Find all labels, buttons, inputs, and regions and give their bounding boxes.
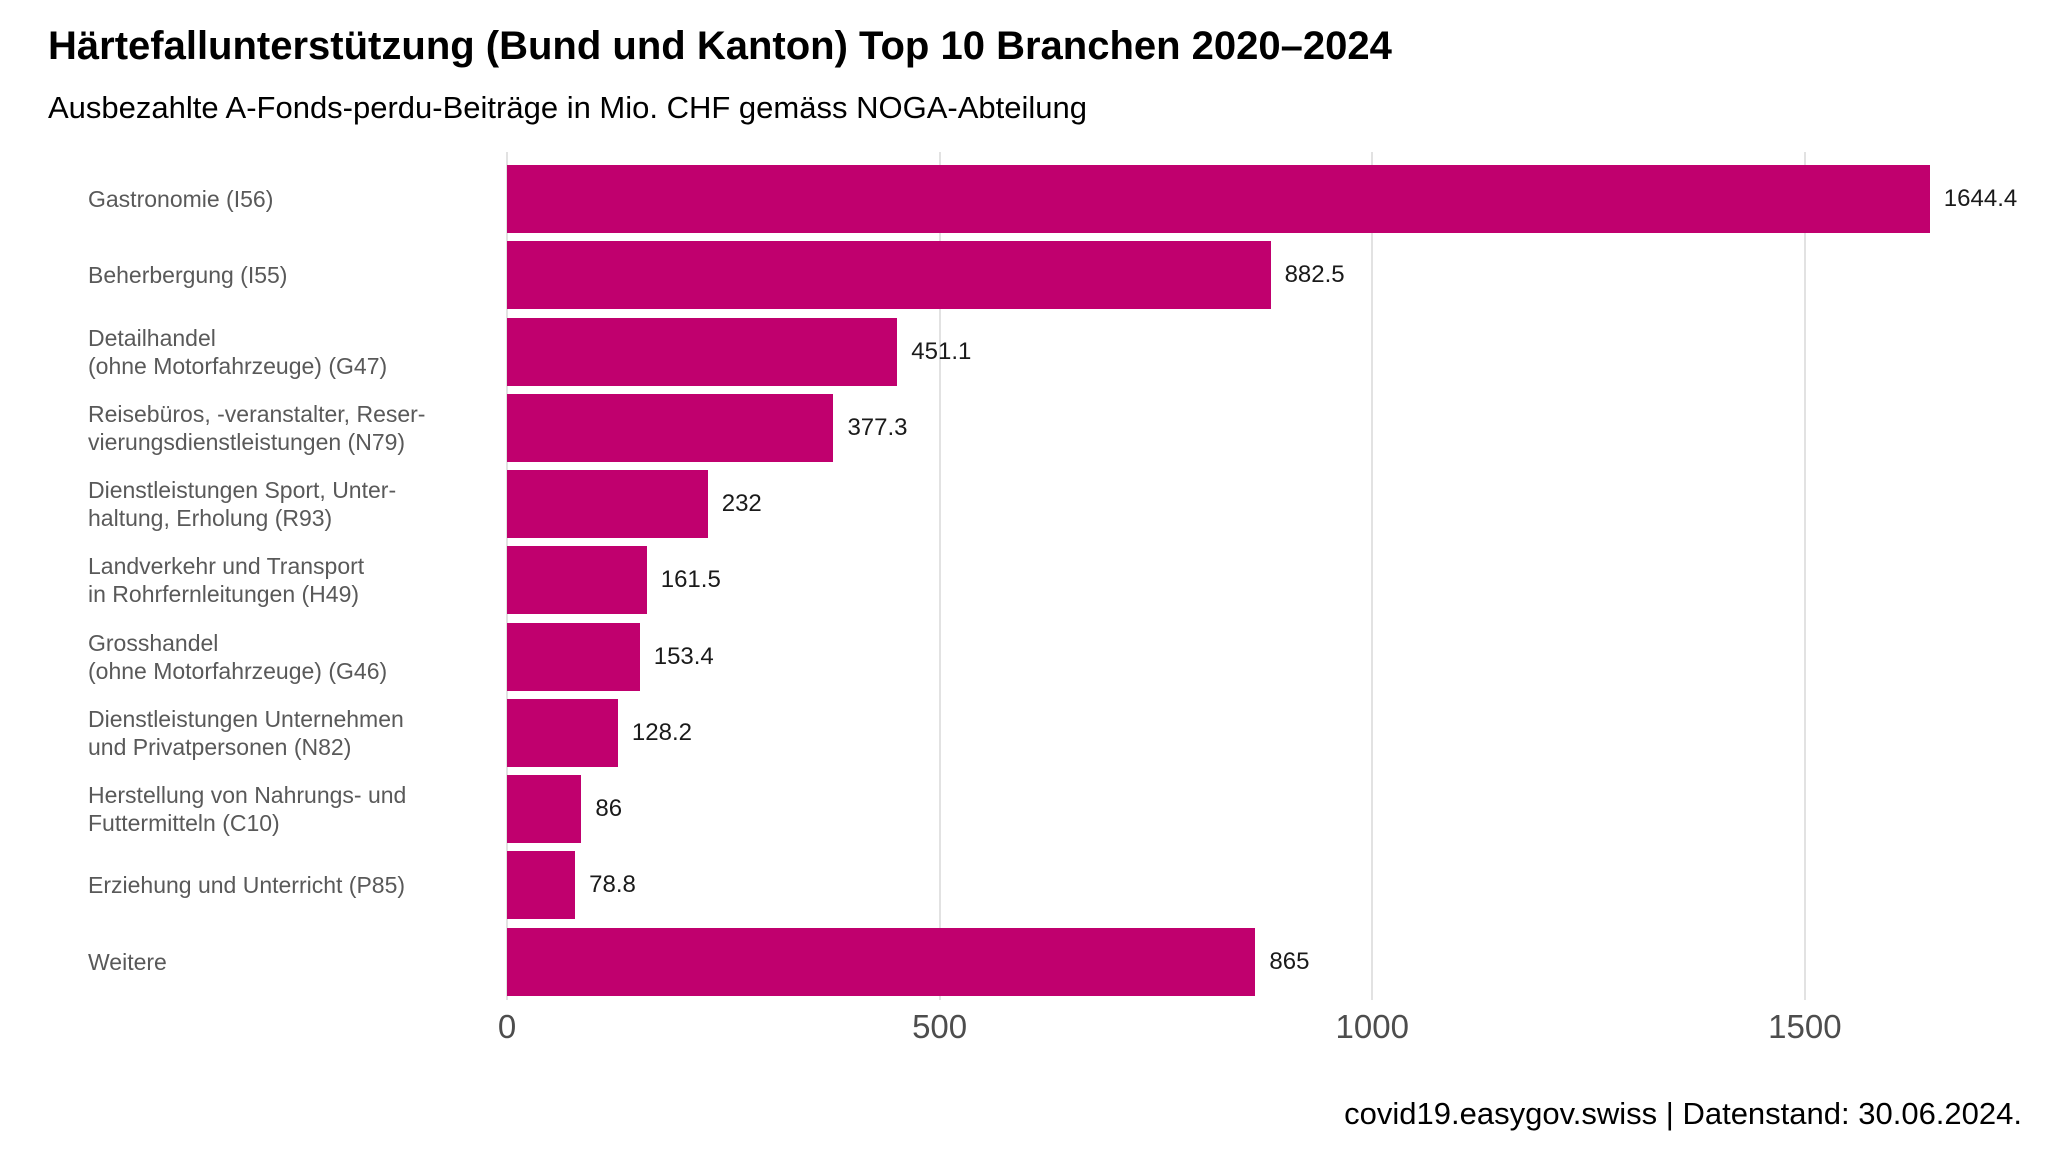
bar (507, 165, 1930, 233)
bar (507, 393, 834, 462)
category-label: Gastronomie (I56) (88, 186, 274, 212)
gridline (938, 152, 941, 1000)
category-label: Herstellung von Nahrungs- und Futtermitt… (88, 782, 407, 837)
gridline (1803, 152, 1806, 1000)
chart-subtitle: Ausbezahlte A-Fonds-perdu-Beiträge in Mi… (48, 90, 1087, 125)
category-label: Dienstleistungen Sport, Unter- haltung, … (88, 477, 397, 532)
gridline (1371, 152, 1374, 1000)
value-label: 161.5 (660, 566, 721, 594)
x-axis-tick-label: 1500 (1768, 1008, 1842, 1045)
category-label: Detailhandel (ohne Motorfahrzeuge) (G47) (88, 324, 388, 379)
category-label: Beherbergung (I55) (88, 262, 288, 289)
bar (507, 470, 708, 539)
value-label: 78.8 (589, 871, 636, 899)
bar (507, 775, 582, 844)
value-label: 1644.4 (1943, 185, 2018, 212)
category-label: Grosshandel (ohne Motorfahrzeuge) (G46) (88, 629, 388, 684)
category-label: Landverkehr und Transport in Rohrfernlei… (88, 553, 365, 608)
value-label: 865 (1269, 947, 1310, 975)
bar (507, 241, 1271, 310)
bar (507, 317, 898, 386)
category-label: Dienstleistungen Unternehmen und Privatp… (88, 705, 404, 760)
value-label: 232 (721, 490, 762, 518)
value-label: 451.1 (911, 337, 972, 365)
value-label: 377.3 (847, 413, 908, 441)
category-label: Weitere (88, 948, 167, 975)
value-label: 882.5 (1284, 261, 1345, 289)
source-note: covid19.easygov.swiss | Datenstand: 30.0… (1344, 1096, 2022, 1131)
bar (507, 546, 647, 615)
bar (507, 698, 618, 767)
value-label: 128.2 (631, 718, 692, 746)
bar (507, 851, 576, 920)
category-label: Erziehung und Unterricht (P85) (88, 872, 406, 899)
bar (507, 622, 640, 691)
value-label: 153.4 (653, 642, 714, 670)
value-label: 86 (595, 795, 623, 823)
bar (507, 927, 1256, 996)
chart-title: Härtefallunterstützung (Bund und Kanton)… (48, 24, 1392, 68)
x-axis-tick-label: 500 (912, 1008, 968, 1045)
x-axis-tick-label: 1000 (1335, 1008, 1409, 1045)
x-axis-tick-label: 0 (497, 1008, 517, 1045)
category-label: Reisebüros, -veranstalter, Reser- vierun… (88, 400, 426, 455)
